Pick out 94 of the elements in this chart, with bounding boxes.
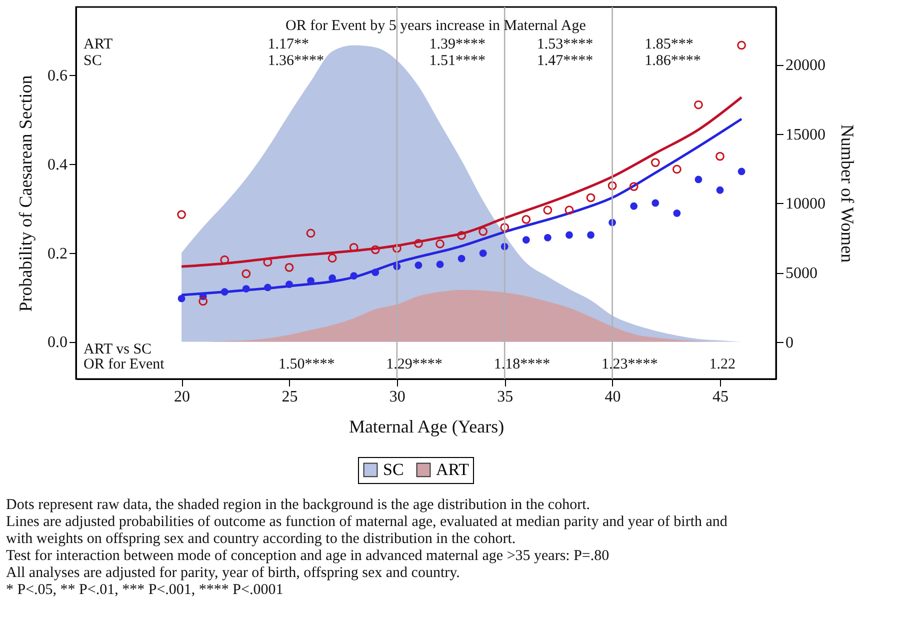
text: Lines are adjusted probabilities of outcome as function of maternal age, evaluated at median parity and year of birth and with weights on offspring sex and country according to the distribution in the cohort.	[6, 514, 728, 547]
x-tick-label: 35	[497, 388, 514, 406]
text: * P<.05, ** P<.01, *** P<.001, **** P<.0001	[6, 582, 284, 598]
annotation: OR for Event by 5 years increase in Maternal Age	[286, 18, 586, 34]
annotation: SC	[84, 53, 102, 70]
line-series	[180, 96, 743, 268]
y-tick-label: 0.6	[48, 68, 68, 84]
point	[370, 245, 380, 254]
point	[328, 254, 337, 263]
point	[328, 274, 336, 282]
point	[738, 168, 746, 176]
point	[306, 228, 316, 238]
point	[286, 280, 293, 288]
point	[242, 285, 250, 292]
legend-label: SC	[383, 460, 404, 479]
point	[694, 176, 702, 184]
y2-tick-label: 0	[786, 334, 794, 352]
point	[737, 40, 746, 50]
x-tick-label: 45	[712, 388, 728, 406]
y2-axis-title: Number of Women	[838, 124, 858, 263]
x-tick-label: 25	[282, 388, 298, 406]
point	[672, 164, 682, 174]
annotation: 1.17**	[268, 36, 309, 52]
point	[522, 214, 531, 224]
annotation: 1.23****	[602, 356, 658, 372]
point	[177, 210, 186, 220]
text: All analyses are adjusted for parity, year of birth, offspring sex and country.	[6, 565, 460, 581]
point	[716, 152, 724, 161]
annotation: 1.22	[709, 356, 736, 372]
point	[478, 226, 488, 236]
annotation: ART vs SC	[84, 341, 152, 358]
point	[436, 239, 444, 248]
annotation: 1.47****	[536, 53, 594, 70]
point	[586, 193, 596, 202]
text: Dots represent raw data, the shaded region in the background is the age distribution in the cohort.	[6, 497, 590, 513]
point	[608, 181, 617, 190]
annotation: 1.51****	[429, 53, 486, 70]
legend-label: ART	[436, 460, 470, 479]
point	[457, 230, 466, 240]
annotation: OR for Event	[84, 356, 166, 372]
annotation: 1.50****	[278, 356, 335, 372]
point	[263, 258, 272, 267]
point	[284, 262, 294, 272]
point	[716, 186, 724, 194]
point	[220, 288, 228, 296]
annotation: 1.85***	[644, 36, 694, 52]
annotation: 1.29****	[386, 356, 442, 372]
point	[673, 210, 681, 217]
point	[307, 277, 314, 284]
y2-tick-label: 20000	[786, 57, 826, 74]
point	[458, 254, 466, 262]
point	[587, 231, 594, 239]
y2-tick-label: 10000	[786, 196, 826, 213]
point	[178, 294, 186, 302]
point	[414, 262, 422, 269]
y-axis-title: Probability of Caesarean Section	[16, 75, 36, 312]
point	[479, 250, 487, 257]
x-axis-title: Maternal Age (Years)	[348, 416, 504, 436]
point	[414, 238, 423, 248]
point	[629, 182, 638, 192]
point	[392, 244, 402, 253]
point	[543, 206, 552, 215]
y-tick-label: 0.2	[48, 245, 68, 262]
x-tick-label: 30	[389, 388, 406, 406]
x-tick-label: 20	[174, 388, 190, 406]
annotation: 1.39****	[429, 36, 486, 52]
point	[564, 206, 574, 215]
y2-tick-label: 15000	[786, 126, 826, 144]
y-tick-label: 0.4	[48, 156, 68, 174]
text: Test for interaction between mode of conception and age in advanced maternal age >35 years: P=.80	[6, 548, 610, 564]
annotation: 1.86****	[644, 53, 701, 70]
point	[264, 284, 272, 292]
point	[198, 296, 208, 306]
point	[522, 236, 530, 244]
point	[220, 255, 230, 264]
point	[242, 269, 251, 278]
y2-tick-label: 5000	[786, 265, 818, 282]
point	[650, 158, 660, 168]
y-tick-label: 0.0	[48, 334, 68, 352]
point	[630, 202, 638, 210]
x-tick-label: 40	[604, 388, 621, 406]
point	[372, 268, 380, 276]
point	[566, 231, 573, 239]
point	[544, 234, 552, 242]
point	[349, 242, 358, 252]
annotation: 1.36****	[268, 53, 324, 70]
point	[350, 272, 358, 280]
annotation: 1.53****	[536, 36, 594, 52]
point	[694, 100, 703, 110]
point	[652, 199, 660, 207]
point	[500, 222, 510, 232]
point	[436, 260, 444, 268]
annotation: 1.18****	[494, 356, 550, 372]
annotation: ART	[84, 36, 113, 52]
